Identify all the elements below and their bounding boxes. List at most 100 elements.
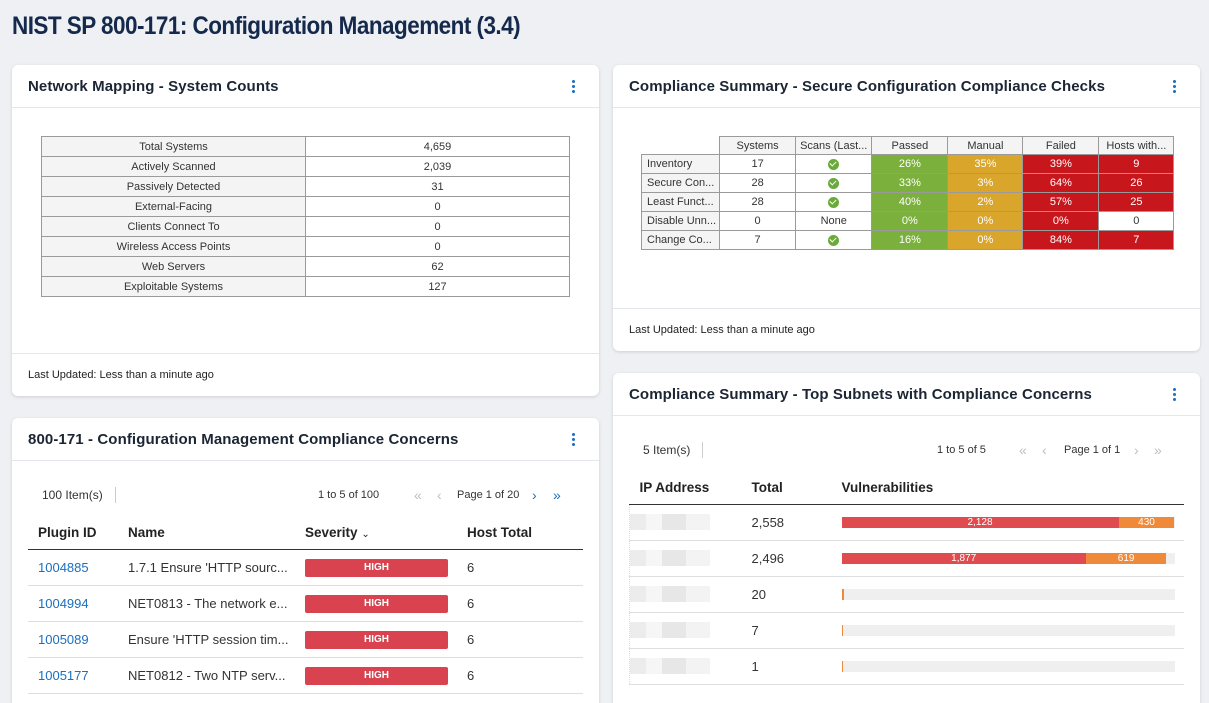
systems-cell: 7	[719, 230, 797, 250]
plugin-name: Ensure 'HTTP session tim...	[118, 621, 295, 658]
plugin-id-link[interactable]: 1004885	[38, 559, 89, 575]
table-row[interactable]: 7	[629, 612, 1184, 649]
col-name[interactable]: Name	[118, 517, 295, 550]
row-label: Total Systems	[41, 136, 306, 157]
table-row[interactable]: 20	[629, 576, 1184, 613]
row-label: Secure Con...	[640, 173, 721, 193]
failed-cell: 57%	[1022, 192, 1100, 212]
col-ip-address[interactable]: IP Address	[629, 472, 742, 505]
range-label: 1 to 5 of 5	[937, 444, 986, 456]
row-label: Clients Connect To	[41, 216, 306, 237]
prev-page-icon[interactable]: ‹	[437, 487, 442, 503]
systems-cell: 0	[719, 211, 797, 231]
row-label: Web Servers	[41, 256, 306, 277]
first-page-icon[interactable]: «	[414, 487, 422, 503]
last-page-icon[interactable]: »	[553, 487, 561, 503]
pager: 5 Item(s) 1 to 5 of 5 « ‹ Page 1 of 1 › …	[643, 442, 1183, 458]
kebab-menu-icon[interactable]	[563, 429, 583, 449]
severity-badge: HIGH	[305, 558, 448, 577]
plugin-name: NET0813 - The network e...	[118, 585, 295, 622]
page-title: NIST SP 800-171: Configuration Managemen…	[12, 12, 521, 40]
next-page-icon[interactable]: ›	[1134, 442, 1139, 458]
table-row[interactable]: 2,558 2,128 430	[629, 504, 1184, 541]
row-label: External-Facing	[41, 196, 306, 217]
plugin-name: 1.7.1 Ensure 'HTTP sourc...	[118, 549, 295, 586]
hosts-cell: 26	[1098, 173, 1175, 193]
table-row[interactable]: 1004994 NET0813 - The network e... HIGH 6	[28, 585, 583, 622]
systems-cell: 28	[719, 173, 797, 193]
vulnerability-bar[interactable]	[841, 588, 1175, 600]
page-label: Page 1 of 20	[457, 489, 520, 501]
passed-cell: 16%	[871, 230, 949, 250]
vulnerability-bar[interactable]: 2,128 430	[841, 516, 1175, 528]
compliance-checks-card: Compliance Summary - Secure Configuratio…	[613, 65, 1200, 351]
concerns-table: Plugin ID Name Severity ⌄ Host Total 100…	[28, 517, 583, 694]
cm-concerns-card: 800-171 - Configuration Management Compl…	[12, 418, 599, 703]
card-title: 800-171 - Configuration Management Compl…	[28, 430, 459, 448]
table-row: Disable Unn... 0 None 0% 0% 0% 0	[640, 211, 1175, 231]
host-total: 6	[457, 585, 583, 622]
last-page-icon[interactable]: »	[1154, 442, 1162, 458]
kebab-menu-icon[interactable]	[563, 76, 583, 96]
plugin-id-link[interactable]: 1004994	[38, 595, 89, 611]
scans-cell	[795, 230, 873, 250]
row-label: Actively Scanned	[41, 156, 306, 177]
item-count: 5 Item(s)	[643, 443, 691, 457]
kebab-menu-icon[interactable]	[1164, 76, 1184, 96]
hosts-cell: 25	[1098, 192, 1175, 212]
col-host-total[interactable]: Host Total	[457, 517, 583, 550]
col-total[interactable]: Total	[741, 472, 832, 505]
compliance-checks-table: Systems Scans (Last... Passed Manual Fai…	[640, 136, 1175, 250]
table-row: Clients Connect To 0	[41, 216, 570, 237]
scans-cell	[795, 154, 873, 174]
col-manual: Manual	[947, 136, 1024, 155]
row-value: 4,659	[305, 136, 570, 157]
row-value: 127	[305, 276, 570, 297]
row-value: 0	[305, 236, 570, 257]
card-header: Compliance Summary - Top Subnets with Co…	[613, 373, 1200, 416]
next-page-icon[interactable]: ›	[532, 487, 537, 503]
table-row: External-Facing 0	[41, 196, 570, 217]
table-row[interactable]: 1004885 1.7.1 Ensure 'HTTP sourc... HIGH 6	[28, 549, 583, 586]
vulnerability-bar[interactable]	[841, 660, 1175, 672]
passed-cell: 26%	[871, 154, 949, 174]
table-row[interactable]: 2,496 1,877 619	[629, 540, 1184, 577]
card-title: Network Mapping - System Counts	[28, 77, 279, 95]
page-label: Page 1 of 1	[1064, 444, 1121, 456]
severity-badge: HIGH	[305, 594, 448, 613]
plugin-id-link[interactable]: 1005177	[38, 667, 89, 683]
card-header: Compliance Summary - Secure Configuratio…	[613, 65, 1200, 108]
vulnerability-bar[interactable]: 1,877 619	[841, 552, 1175, 564]
host-total: 6	[457, 549, 583, 586]
subnet-total: 1	[741, 648, 832, 685]
card-footer: Last Updated: Less than a minute ago	[613, 308, 1200, 351]
table-row[interactable]: 1005177 NET0812 - Two NTP serv... HIGH 6	[28, 657, 583, 694]
check-circle-icon	[828, 234, 840, 246]
vulnerability-bar[interactable]	[841, 624, 1175, 636]
table-row: Change Co... 7 16% 0% 84% 7	[640, 230, 1175, 250]
kebab-menu-icon[interactable]	[1164, 384, 1184, 404]
prev-page-icon[interactable]: ‹	[1042, 442, 1047, 458]
subnet-total: 2,496	[741, 540, 832, 577]
table-row[interactable]: 1005089 Ensure 'HTTP session tim... HIGH 6	[28, 621, 583, 658]
ip-address-redacted	[630, 658, 710, 675]
hosts-cell: 9	[1098, 154, 1175, 174]
col-severity[interactable]: Severity ⌄	[295, 517, 457, 550]
hosts-cell: 0	[1098, 211, 1175, 231]
host-total: 6	[457, 621, 583, 658]
manual-cell: 3%	[947, 173, 1024, 193]
failed-cell: 84%	[1022, 230, 1100, 250]
col-hosts: Hosts with...	[1098, 136, 1175, 155]
table-row: Inventory 17 26% 35% 39% 9	[640, 154, 1175, 174]
row-label: Inventory	[640, 154, 721, 174]
row-value: 2,039	[305, 156, 570, 177]
chevron-down-icon: ⌄	[361, 529, 370, 541]
table-row[interactable]: 1	[629, 648, 1184, 685]
col-vulnerabilities[interactable]: Vulnerabilities	[831, 472, 1184, 505]
card-header: Network Mapping - System Counts	[12, 65, 599, 108]
plugin-id-link[interactable]: 1005089	[38, 631, 89, 647]
first-page-icon[interactable]: «	[1019, 442, 1027, 458]
col-plugin-id[interactable]: Plugin ID	[28, 517, 118, 550]
high-segment: 619	[1085, 552, 1167, 564]
row-value: 62	[305, 256, 570, 277]
